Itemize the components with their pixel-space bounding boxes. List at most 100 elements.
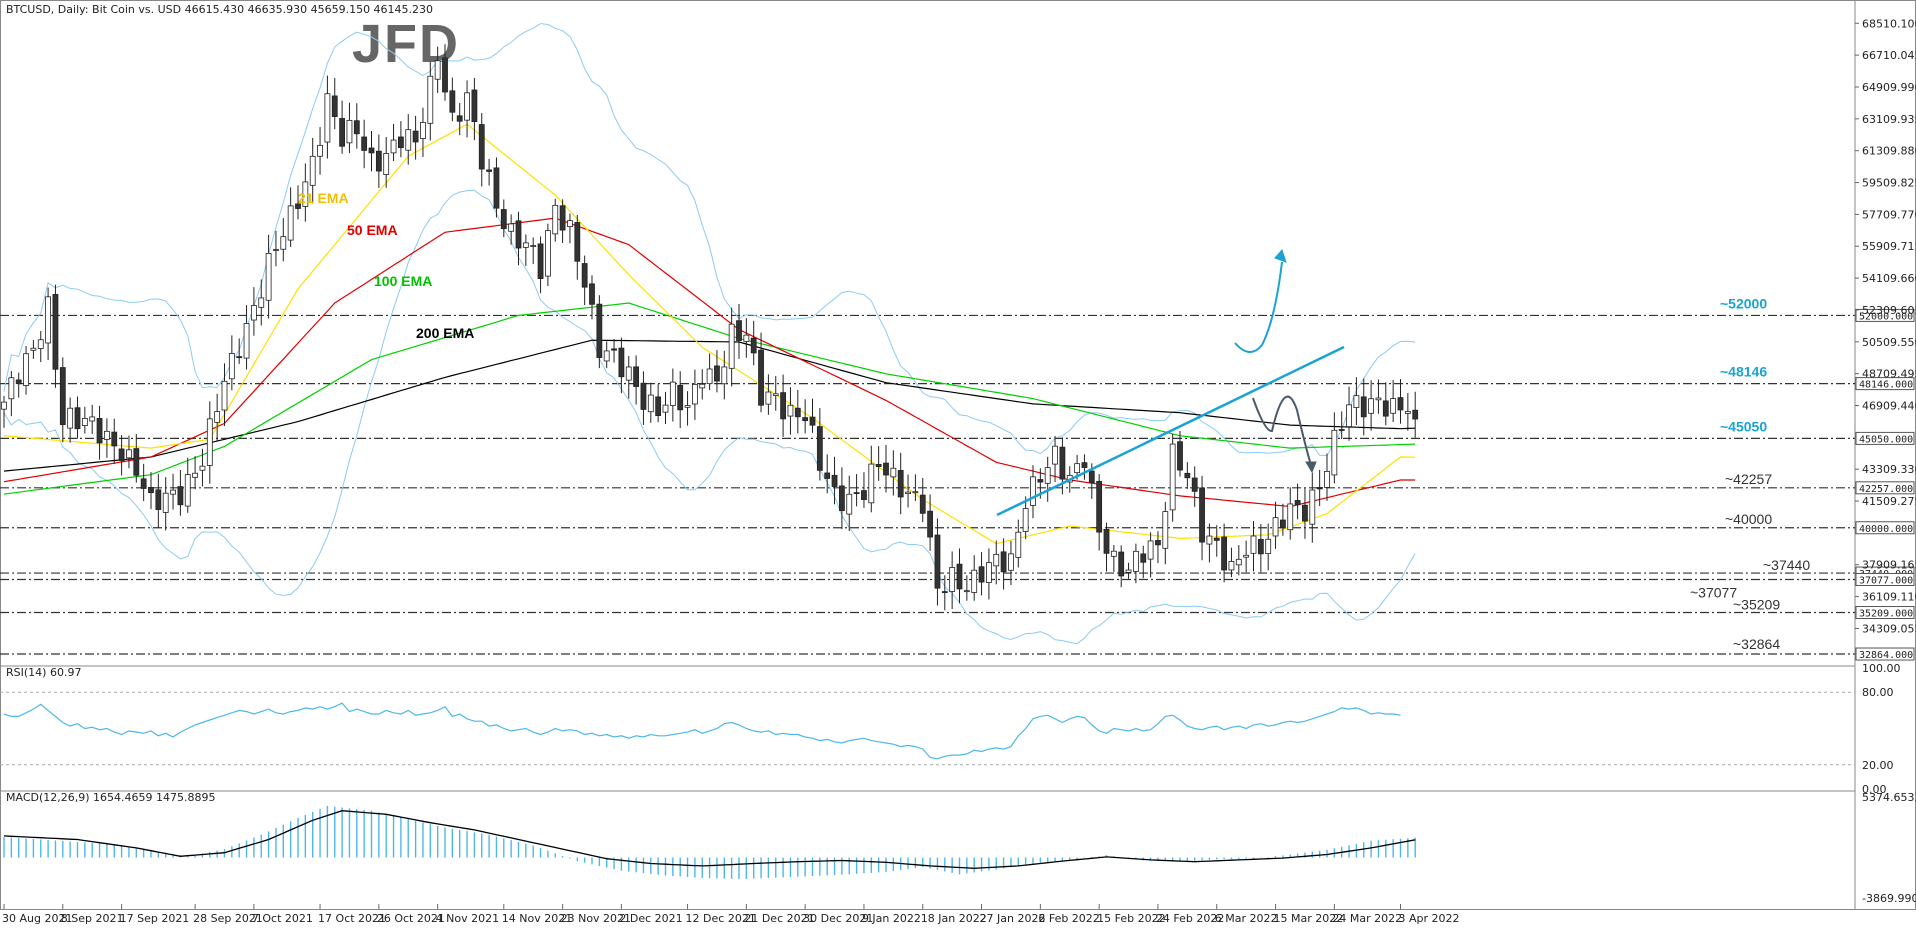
candle-body [868,463,875,504]
date-tick-label: 2 Dec 2021 [619,912,682,925]
bullish-arrow-path [1234,261,1283,353]
candle-body [317,144,323,157]
price-tick-label: 50509.550 [1862,336,1916,349]
ema-labels: 21 EMA 50 EMA 100 EMA 200 EMA [298,190,474,341]
price-tick-label: 37909.165 [1862,559,1916,572]
date-tick-label: 8 Sep 2021 [61,912,124,925]
candle-body [375,150,382,172]
candle-body [1228,561,1235,571]
candle-body [537,243,544,279]
candle-body [104,430,110,440]
candle-body [861,490,867,500]
level-tag-box [1855,606,1915,620]
candle-body [456,115,463,122]
candle-body [140,478,147,489]
candle-body [611,348,617,351]
candle-body [1140,553,1147,563]
candle-body [493,167,500,209]
scenario-arrows [996,249,1345,517]
level-label: ~40000 [1725,511,1772,527]
price-axis: 68510.100 66710.045 64909.990 63109.935 6130… [1855,17,1916,635]
candle-body [243,323,250,359]
candle-body [883,462,889,476]
indicator-lines [3,23,1416,645]
level-label: ~32864 [1733,636,1780,652]
date-tick-label: 26 Oct 2021 [377,912,445,925]
candle-body [567,220,573,228]
price-tick-label: 63109.935 [1862,113,1916,126]
candle-body [1235,558,1242,566]
candle-body [346,119,353,144]
level-tag: 48146.000 [1859,380,1913,391]
candle-body [750,337,757,354]
date-tick-label: 18 Jan 2022 [921,912,987,925]
candle-body [986,562,992,583]
candle-body [1118,551,1125,577]
level-tag-box [1855,647,1915,661]
candle-body [1272,517,1279,537]
price-tick-label: 55909.715 [1862,240,1916,253]
date-tick-label: 6 Mar 2022 [1215,912,1278,925]
candle-body [905,491,911,495]
date-tick-label: 28 Sep 2021 [193,912,263,925]
candle-body [30,347,37,351]
candle-body [427,75,434,124]
candle-body [331,95,338,117]
candle-body [280,236,287,250]
candle-body [853,492,860,495]
candle-body [1243,554,1250,558]
candle-body [1309,489,1316,525]
candle-body [934,534,941,589]
candle-body [971,569,978,593]
candle-body [339,118,346,147]
candle-body [522,242,529,248]
candle-body [74,407,81,430]
candle-body [677,384,684,411]
candle-body [1346,404,1352,428]
candle-body [353,120,360,135]
price-tick-label: 54109.660 [1862,272,1916,285]
candle-body [743,334,750,342]
candle-body [89,416,96,422]
candle-body [728,323,735,369]
rsi-line [3,702,1401,760]
date-tick-label: 23 Nov 2021 [561,912,631,925]
level-label: ~45050 [1720,418,1767,434]
candle-body [772,393,779,396]
candle-body [397,136,404,149]
level-tag-box [1855,431,1915,445]
candle-body [1030,476,1036,506]
price-tick-label: 41509.275 [1862,495,1916,508]
rsi-header: RSI(14) 60.97 [6,666,81,679]
ema200-line [3,339,1416,472]
candle-body [1280,519,1286,529]
ema100-line [3,302,1416,495]
candle-body [309,155,316,186]
candle-body [1008,553,1014,571]
candle-body [956,563,963,590]
candle-body [1096,480,1103,533]
candle-body [919,494,926,514]
date-tick-label: 24 Mar 2022 [1332,912,1402,925]
ema-label: 200 EMA [416,325,474,341]
date-tick-label: 14 Nov 2021 [502,912,572,925]
candle-body [405,129,412,151]
candle-body [133,448,140,476]
price-tick-label: 52309.605 [1862,304,1916,317]
candle-body [640,382,647,410]
candle-body [633,366,639,387]
candle-body [361,136,368,151]
candle-body [228,353,235,380]
candle-body [714,365,720,382]
candle-body [684,405,691,408]
date-tick-label: 24 Feb 2022 [1156,912,1224,925]
candle-body [831,474,838,487]
level-tag-box [1855,377,1915,391]
candle-body [214,411,221,423]
price-tick-label: 46909.440 [1862,399,1916,412]
candle-body [368,147,375,154]
date-tick-label: 17 Sep 2021 [120,912,190,925]
candle-body [618,347,625,378]
support-resistance-levels: 52000.000 48146.000 45050.000 42257.000 4000… [0,295,1915,661]
